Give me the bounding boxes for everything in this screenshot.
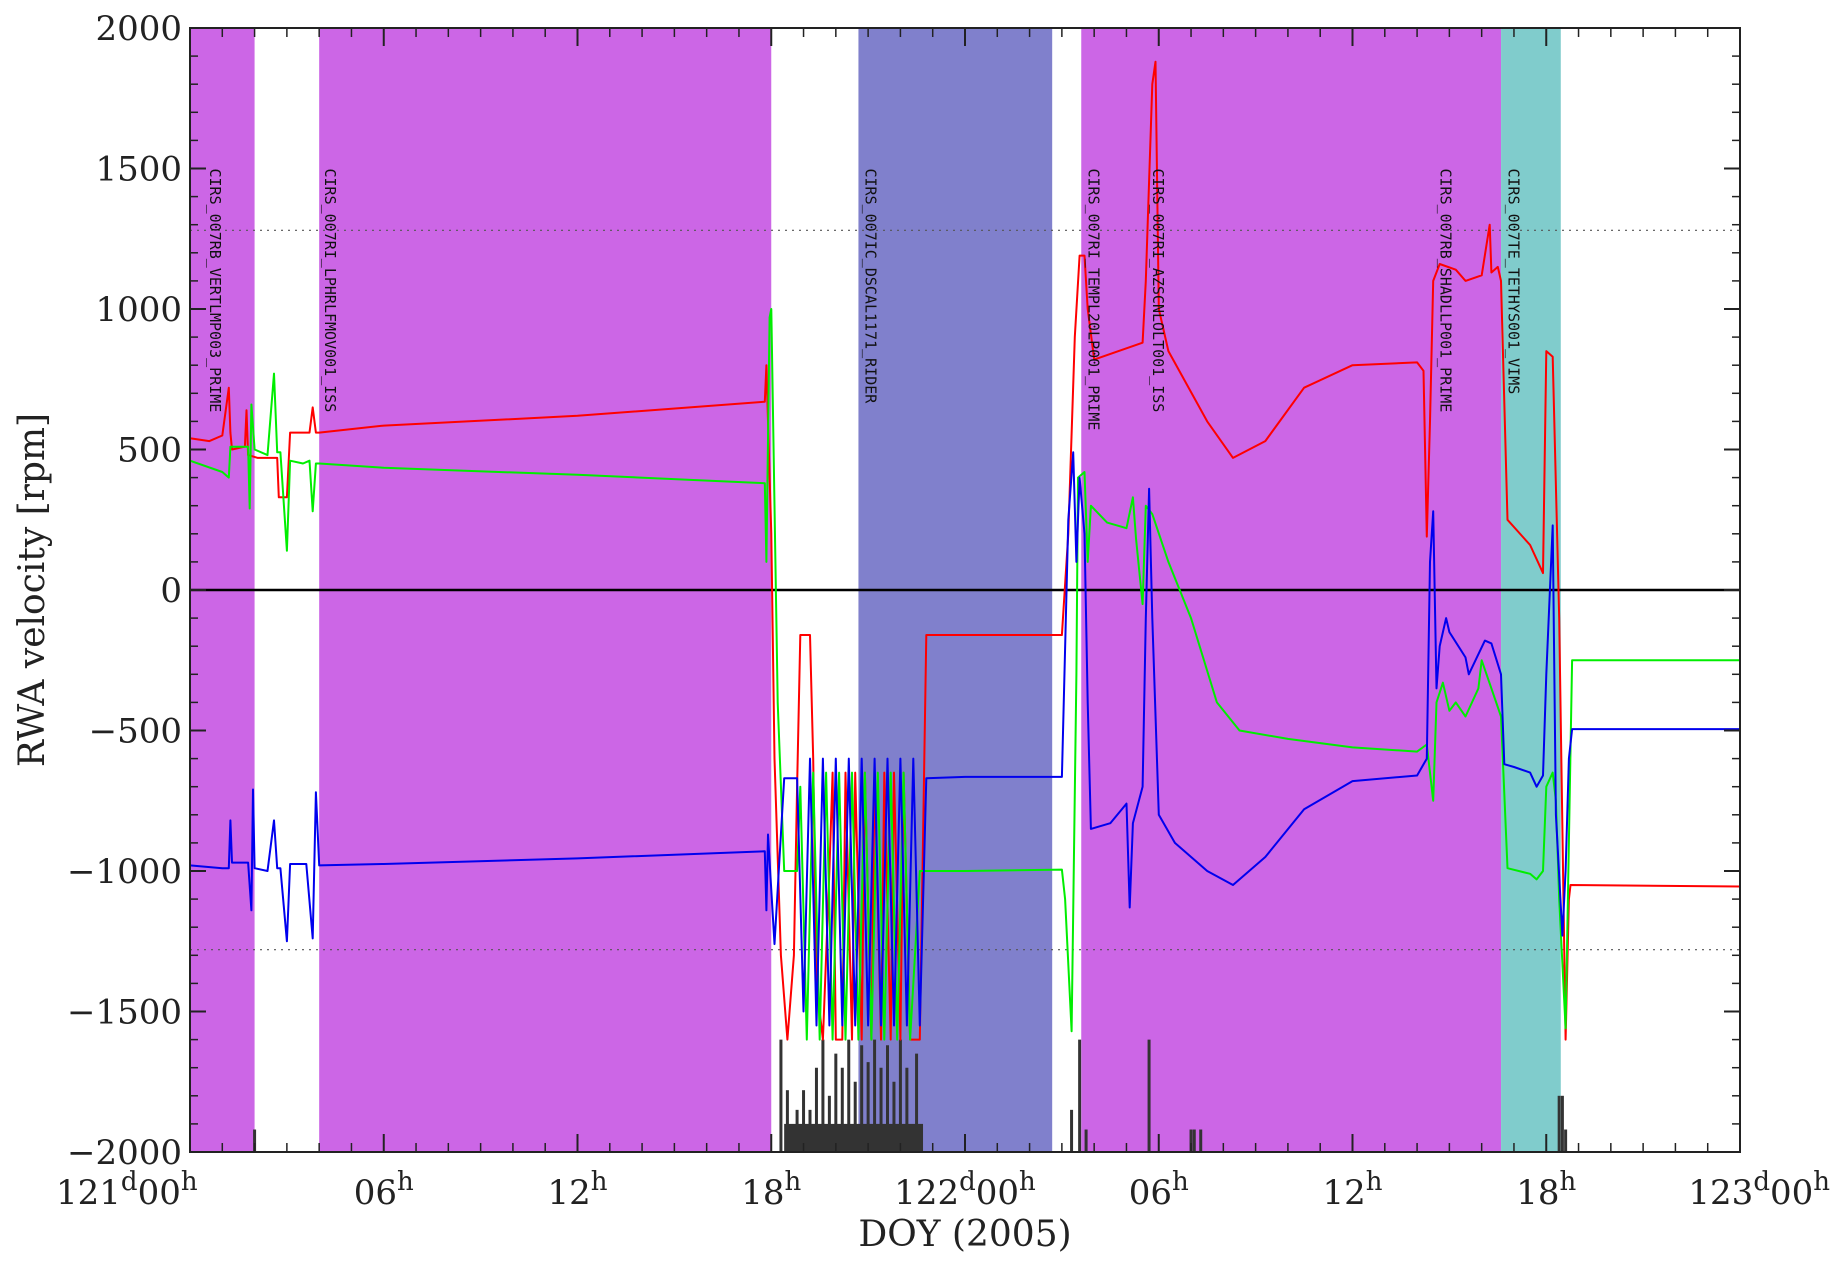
y-tick-label-6: 1000 xyxy=(95,290,182,330)
y-axis-ticks: −2000 −1500 −1000 −500 0 500 1000 1500 2000 xyxy=(67,9,1740,1173)
y-tick-label-3: −500 xyxy=(89,712,182,752)
series-line-2 xyxy=(189,451,1740,1027)
y-tick-label-7: 1500 xyxy=(95,150,182,190)
observation-label-3: CIRS_007RI_TEMPL20LP001_PRIME xyxy=(1084,169,1102,431)
series-line-0 xyxy=(189,60,1741,1041)
x-tick-label-7: 18h xyxy=(1516,1167,1576,1213)
activity-block xyxy=(784,1123,924,1152)
y-tick-label-0: −2000 xyxy=(67,1133,182,1173)
x-tick-label-5: 06h xyxy=(1129,1167,1189,1213)
observation-label-4: CIRS_007RI_AZSCNLOLT001_ISS xyxy=(1149,169,1167,413)
y-tick-label-1: −1500 xyxy=(67,993,182,1033)
y-tick-label-8: 2000 xyxy=(95,9,182,49)
x-tick-label-6: 12h xyxy=(1322,1167,1382,1213)
x-axis-label: DOY (2005) xyxy=(858,1214,1071,1255)
y-axis-label: RWA velocity [rpm] xyxy=(12,413,53,767)
y-tick-label-4: 0 xyxy=(160,571,182,611)
x-tick-label-2: 12h xyxy=(547,1167,607,1213)
reference-lines xyxy=(190,229,1740,951)
observation-label-0: CIRS_007RB_VERTLMP003_PRIME xyxy=(206,169,224,413)
x-axis-ticks: 121d00h 06h 12h 18h 122d00h 06h 12h 18h 123d00h xyxy=(56,28,1830,1213)
x-tick-label-1: 06h xyxy=(354,1167,414,1213)
observation-label-5: CIRS_007RB_SHADLLP001_PRIME xyxy=(1436,169,1454,413)
x-tick-label-8: 123d00h xyxy=(1688,1167,1830,1213)
observation-label-6: CIRS_007TE_TETHYS001_VIMS xyxy=(1504,169,1522,395)
series-lines xyxy=(189,60,1741,1041)
observation-label-1: CIRS_007RI_LPHRLFMOV001_ISS xyxy=(321,169,339,413)
activity-spikes xyxy=(253,1039,1568,1152)
y-tick-label-2: −1000 xyxy=(67,852,182,892)
observation-labels: CIRS_007RB_VERTLMP003_PRIME CIRS_007RI_LP… xyxy=(206,169,1522,431)
x-tick-label-3: 18h xyxy=(741,1167,801,1213)
x-tick-label-4: 122d00h xyxy=(894,1167,1036,1213)
series-line-1 xyxy=(189,308,1740,1041)
observation-label-2: CIRS_007IC_DSCAL1171_RIDER xyxy=(862,169,880,405)
y-tick-label-5: 500 xyxy=(117,431,182,471)
x-tick-label-0: 121d00h xyxy=(56,1167,198,1213)
